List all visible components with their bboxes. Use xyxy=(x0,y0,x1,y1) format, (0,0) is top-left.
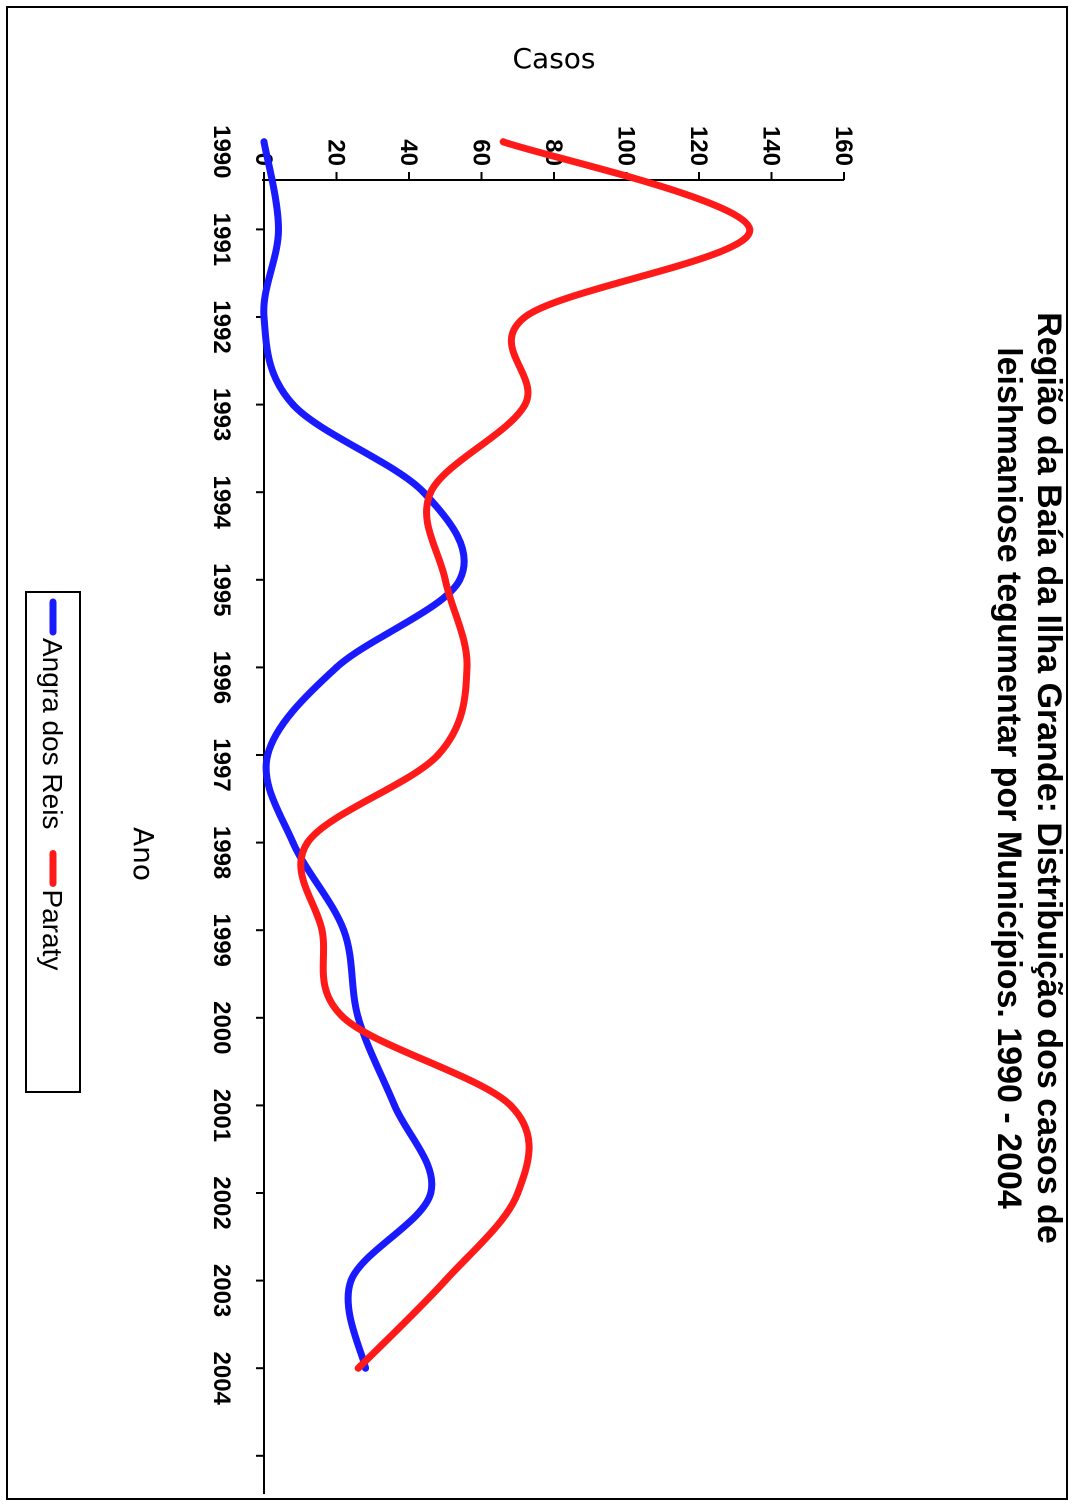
x-tick-label: 1995 xyxy=(208,563,235,616)
data-point-paraty xyxy=(441,576,449,584)
x-tick-label: 1990 xyxy=(208,125,235,178)
data-point-angra-dos-reis xyxy=(264,751,272,759)
legend-box xyxy=(25,591,81,1093)
series-line-paraty xyxy=(297,138,754,1372)
data-point-angra-dos-reis xyxy=(354,1014,362,1022)
line-chart: Região da Baía da Ilha Grande: Distribui… xyxy=(25,42,1068,1494)
data-point-angra-dos-reis xyxy=(340,926,348,934)
data-point-angra-dos-reis xyxy=(391,1101,398,1109)
x-tick-label: 1999 xyxy=(208,914,235,967)
legend: Angra dos Reis Paraty xyxy=(25,591,81,1093)
data-point-paraty xyxy=(340,1014,348,1022)
y-tick-label: 60 xyxy=(468,139,495,166)
series-layer xyxy=(260,138,754,1372)
x-tick-label: 1993 xyxy=(208,388,235,441)
data-point-angra-dos-reis xyxy=(347,1277,355,1285)
y-tick-label: 140 xyxy=(758,126,785,166)
data-point-paraty xyxy=(746,225,754,233)
data-point-angra-dos-reis xyxy=(456,576,464,584)
data-point-angra-dos-reis xyxy=(289,839,297,847)
y-tick-label: 120 xyxy=(685,126,712,166)
x-tick-label: 2003 xyxy=(208,1264,235,1317)
legend-label-paraty: Paraty xyxy=(37,889,68,970)
chart-title-line-1: Região da Baía da Ilha Grande: Distribui… xyxy=(1030,312,1068,1243)
y-tick-label: 20 xyxy=(323,139,350,166)
data-point-angra-dos-reis xyxy=(260,138,268,146)
data-point-paraty xyxy=(354,1364,362,1372)
data-point-paraty xyxy=(507,1101,514,1109)
y-tick-label: 40 xyxy=(395,139,422,166)
data-point-angra-dos-reis xyxy=(333,663,340,671)
legend-label-angra-dos-reis: Angra dos Reis xyxy=(37,638,68,829)
data-point-paraty xyxy=(304,839,311,847)
rotated-chart-container: Região da Baía da Ilha Grande: Distribui… xyxy=(8,8,1076,1512)
data-point-angra-dos-reis xyxy=(260,313,268,321)
data-point-paraty xyxy=(441,1277,449,1285)
data-point-paraty xyxy=(318,926,326,934)
series-line-angra-dos-reis xyxy=(260,138,468,1372)
x-tick-label: 1994 xyxy=(208,476,235,530)
data-point-angra-dos-reis xyxy=(289,401,297,409)
x-tick-label: 2001 xyxy=(208,1089,235,1142)
x-tick-label: 1998 xyxy=(208,826,235,879)
data-point-paraty xyxy=(521,401,529,409)
y-tick-label: 160 xyxy=(830,126,857,166)
data-point-paraty xyxy=(434,751,442,759)
x-tick-label: 1992 xyxy=(208,300,235,353)
data-point-angra-dos-reis xyxy=(275,225,282,233)
data-point-paraty xyxy=(427,488,435,496)
y-tick-label: 100 xyxy=(613,126,640,166)
data-point-paraty xyxy=(463,663,471,671)
data-point-paraty xyxy=(499,138,507,146)
x-axis-title: Ano xyxy=(127,827,160,881)
data-point-paraty xyxy=(514,1189,522,1197)
data-point-paraty xyxy=(521,313,529,321)
x-axis: 1990 1991 1992 1993 1994 1995 1996 1997 1998 1999… xyxy=(208,125,265,1494)
y-axis: 0 20 40 60 80 100 120 140 160 xyxy=(250,126,857,181)
x-tick-label: 2004 xyxy=(208,1352,235,1406)
data-point-angra-dos-reis xyxy=(420,488,427,496)
data-point-angra-dos-reis xyxy=(427,1189,435,1197)
x-tick-label: 2002 xyxy=(208,1176,235,1229)
chart-frame: Região da Baía da Ilha Grande: Distribui… xyxy=(6,6,1068,1500)
x-tick-label: 2000 xyxy=(208,1001,235,1054)
x-tick-label: 1996 xyxy=(208,651,235,704)
chart-title-line-2: leishmaniose tegumentar por Municípios. … xyxy=(990,347,1028,1209)
x-tick-label: 1991 xyxy=(208,213,235,266)
y-axis-title: Casos xyxy=(512,42,595,75)
x-tick-label: 1997 xyxy=(208,738,235,791)
